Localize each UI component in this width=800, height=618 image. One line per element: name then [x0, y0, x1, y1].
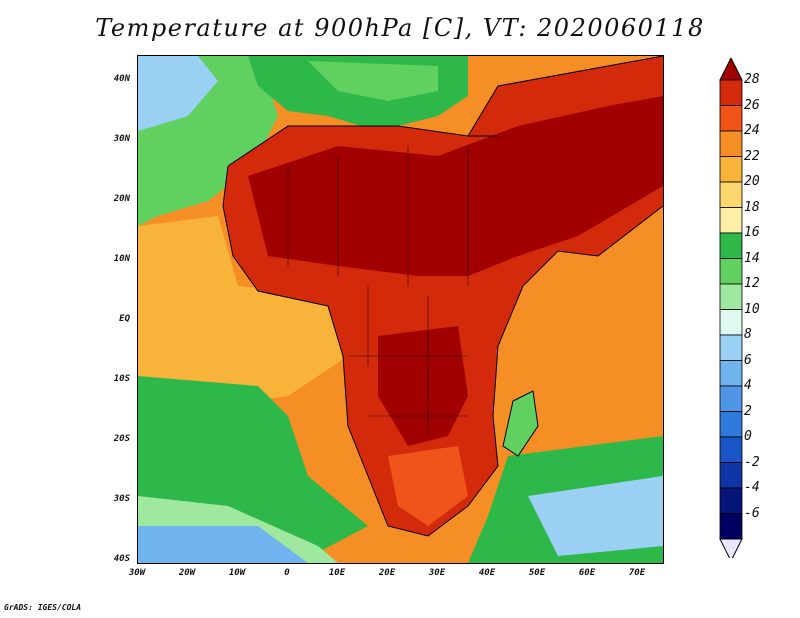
- europe-zone: [308, 61, 438, 101]
- colorbar-label: 28: [744, 72, 760, 87]
- colorbar-label: 24: [744, 123, 760, 138]
- north-atlantic-cold-zone: [138, 56, 218, 131]
- colorbar-label: 22: [744, 148, 760, 164]
- lon-label: 60E: [578, 568, 596, 578]
- lat-label: 10S: [113, 374, 130, 384]
- country-borders: [287, 146, 469, 436]
- colorbar-label: -2: [744, 454, 760, 470]
- colorbar-label: 10: [744, 301, 760, 317]
- lat-label: 30S: [113, 494, 130, 504]
- colorbar-swatch: [719, 411, 743, 438]
- lat-label: EQ: [119, 314, 130, 324]
- colorbar-bottom-arrow: [719, 538, 743, 558]
- colorbar-swatch: [719, 79, 743, 106]
- colorbar-label: 12: [744, 276, 760, 291]
- lon-label: 50E: [528, 568, 546, 578]
- lon-label: 40E: [478, 568, 496, 578]
- coastline: [222, 56, 663, 537]
- lat-label: 10N: [113, 254, 130, 264]
- colorbar-swatch: [719, 334, 743, 361]
- colorbar-swatch: [719, 436, 743, 463]
- lon-label: 10E: [328, 568, 346, 578]
- lon-label: 30W: [128, 568, 146, 578]
- colorbar-label: 2: [744, 403, 752, 419]
- temperature-field: [138, 56, 663, 563]
- lon-label: 0: [284, 568, 290, 578]
- colorbar-label: 20: [744, 174, 760, 189]
- colorbar-swatch: [719, 513, 743, 540]
- equatorial-atlantic-zone: [138, 216, 348, 416]
- lon-label: 70E: [628, 568, 646, 578]
- lat-label: 40N: [113, 74, 130, 84]
- colorbar-label: 8: [744, 327, 752, 342]
- south-indian-cold-zone: [528, 476, 663, 556]
- colorbar-swatch: [719, 181, 743, 208]
- colorbar-label: 14: [744, 250, 760, 266]
- colorbar-swatch: [719, 258, 743, 285]
- lon-label: 20W: [178, 568, 196, 578]
- colorbar-swatch: [719, 309, 743, 336]
- south-atlantic-cold-zone: [138, 526, 308, 563]
- colorbar-top-arrow: [719, 58, 743, 81]
- lat-label: 40S: [113, 554, 130, 564]
- lat-label: 30N: [113, 134, 130, 144]
- southern-africa-zone: [388, 446, 468, 526]
- colorbar-swatch: [719, 232, 743, 259]
- colorbar-label: 18: [744, 199, 760, 215]
- colorbar-swatch: [719, 462, 743, 489]
- lon-label: 20E: [378, 568, 396, 578]
- colorbar-swatch: [719, 207, 743, 234]
- lat-label: 20N: [113, 194, 130, 204]
- colorbar-label: 0: [744, 429, 752, 444]
- colorbar-label: 16: [744, 225, 760, 240]
- map-title: Temperature at 900hPa [C], VT: 202006011…: [95, 14, 705, 42]
- colorbar-swatch: [719, 360, 743, 387]
- temperature-map: [137, 55, 664, 564]
- colorbar-swatch: [719, 385, 743, 412]
- colorbar-label: -6: [744, 505, 760, 521]
- sahara-arabia-hottest: [248, 96, 663, 276]
- colorbar-swatch: [719, 283, 743, 310]
- colorbar-swatch: [719, 105, 743, 132]
- madagascar-coastline: [502, 390, 539, 457]
- credit-text: GrADS: IGES/COLA: [4, 603, 82, 612]
- colorbar-label: 26: [744, 97, 760, 113]
- colorbar-label: -4: [744, 480, 760, 495]
- colorbar: [719, 58, 743, 558]
- colorbar-swatch: [719, 130, 743, 157]
- colorbar-swatch: [719, 156, 743, 183]
- lat-label: 20S: [113, 434, 130, 444]
- colorbar-label: 6: [744, 352, 752, 368]
- colorbar-label: 4: [744, 378, 752, 393]
- lon-label: 30E: [428, 568, 446, 578]
- colorbar-swatch: [719, 487, 743, 514]
- lon-label: 10W: [228, 568, 246, 578]
